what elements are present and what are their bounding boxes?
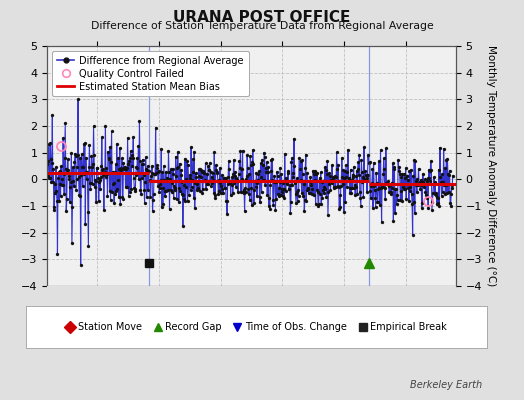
Legend: Difference from Regional Average, Quality Control Failed, Estimated Station Mean: Difference from Regional Average, Qualit… <box>52 51 248 96</box>
Y-axis label: Monthly Temperature Anomaly Difference (°C): Monthly Temperature Anomaly Difference (… <box>486 45 496 287</box>
Text: Berkeley Earth: Berkeley Earth <box>410 380 482 390</box>
Legend: Station Move, Record Gap, Time of Obs. Change, Empirical Break: Station Move, Record Gap, Time of Obs. C… <box>63 319 450 335</box>
Text: URANA POST OFFICE: URANA POST OFFICE <box>173 10 351 25</box>
Text: Difference of Station Temperature Data from Regional Average: Difference of Station Temperature Data f… <box>91 21 433 31</box>
